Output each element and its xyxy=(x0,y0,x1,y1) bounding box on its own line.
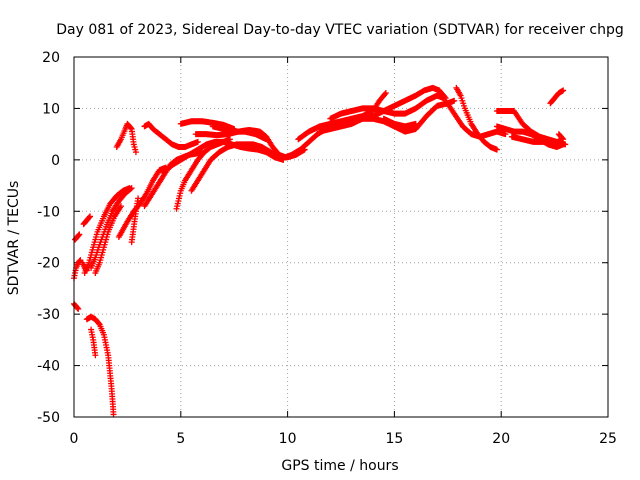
data-point xyxy=(135,195,142,202)
x-tick-label: 15 xyxy=(385,431,403,447)
data-series-track-3 xyxy=(71,257,84,282)
data-series-track-7 xyxy=(88,326,99,359)
data-series-track-13 xyxy=(113,120,139,156)
data-point xyxy=(382,90,389,96)
data-series xyxy=(71,84,569,418)
data-series-track-21 xyxy=(209,123,270,143)
data-point xyxy=(263,136,270,143)
data-point xyxy=(560,136,567,143)
data-point xyxy=(502,131,509,138)
data-point xyxy=(75,232,82,239)
data-point xyxy=(560,87,567,94)
y-tick-label: -50 xyxy=(37,410,60,426)
data-point xyxy=(74,305,81,312)
data-series-track-28 xyxy=(442,97,509,140)
data-series-track-2 xyxy=(71,300,82,312)
grid xyxy=(74,57,608,417)
data-point xyxy=(493,146,500,153)
data-point xyxy=(86,214,93,221)
y-tick-label: -30 xyxy=(37,307,60,323)
x-axis-label: GPS time / hours xyxy=(281,458,398,474)
data-series-track-14 xyxy=(141,120,201,150)
chart-title: Day 081 of 2023, Sidereal Day-to-day VTE… xyxy=(56,22,624,38)
x-tick-label: 10 xyxy=(279,431,297,447)
data-point xyxy=(110,411,117,418)
y-tick-label: 10 xyxy=(42,101,60,117)
data-point xyxy=(95,320,102,327)
data-point xyxy=(76,231,83,238)
data-point xyxy=(87,213,94,220)
data-point xyxy=(127,185,134,192)
data-point xyxy=(127,125,134,132)
data-point xyxy=(381,91,388,98)
data-point xyxy=(194,138,201,145)
data-point xyxy=(128,185,135,192)
data-series-track-12 xyxy=(128,195,142,246)
data-series-track-8 xyxy=(81,185,133,276)
data-series-track-24 xyxy=(327,92,447,122)
y-tick-label: 20 xyxy=(42,50,60,66)
data-series-track-10 xyxy=(92,203,124,276)
data-point xyxy=(451,97,458,104)
data-point xyxy=(412,120,419,127)
y-tick-label: 0 xyxy=(51,153,60,169)
data-point xyxy=(560,141,567,148)
data-series-track-6 xyxy=(83,313,117,418)
y-tick-label: -20 xyxy=(37,256,60,272)
data-point xyxy=(132,149,139,156)
plot-frame xyxy=(73,56,609,418)
x-axis-ticks: 0 5 10 15 20 25 xyxy=(70,57,617,447)
data-series-track-32 xyxy=(547,87,567,107)
data-point xyxy=(92,352,99,359)
y-tick-label: -10 xyxy=(37,204,60,220)
y-axis-label: SDTVAR / TECUs xyxy=(6,181,22,296)
data-series-track-5 xyxy=(80,213,94,228)
x-tick-label: 25 xyxy=(599,431,617,447)
data-series-track-9 xyxy=(88,185,135,271)
x-tick-label: 0 xyxy=(70,431,79,447)
data-series-track-26 xyxy=(380,115,419,130)
data-point xyxy=(117,203,124,210)
data-point xyxy=(559,135,566,142)
x-tick-label: 5 xyxy=(176,431,185,447)
y-axis-ticks: -50 -40 -30 -20 -10 0 10 20 xyxy=(37,50,608,426)
data-series-track-33 xyxy=(555,131,567,143)
data-point xyxy=(75,306,82,312)
y-tick-label: -40 xyxy=(37,359,60,375)
x-tick-label: 20 xyxy=(492,431,510,447)
